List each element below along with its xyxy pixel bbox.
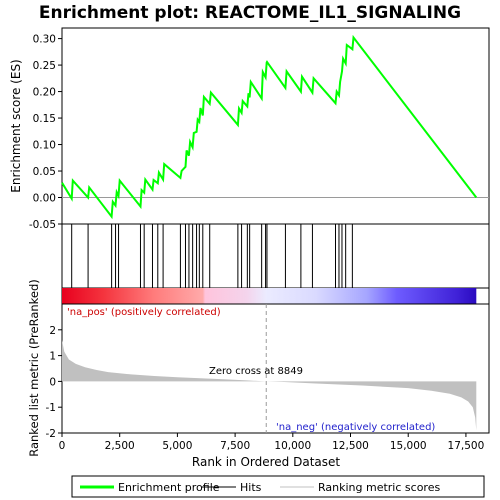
metric-y-tick-label: -2 (46, 428, 56, 440)
x-tick-label: 7,500 (220, 440, 250, 452)
metric-y-axis-label: Ranked list metric (PreRanked) (27, 279, 41, 457)
x-tick-label: 2,500 (105, 440, 135, 452)
x-axis-label: Rank in Ordered Dataset (192, 455, 340, 469)
chart-title: Enrichment plot: REACTOME_IL1_SIGNALING (39, 3, 461, 23)
es-y-tick-label: 0.05 (33, 166, 56, 178)
es-y-tick-label: 0.00 (33, 193, 56, 205)
positive-correlation-label: 'na_pos' (positively correlated) (67, 307, 221, 318)
es-y-tick-label: 0.25 (33, 60, 56, 72)
es-y-tick-label: 0.15 (33, 113, 56, 125)
es-y-tick-label: 0.20 (33, 87, 56, 99)
es-y-axis: -0.05 0.00 0.05 0.10 0.15 0.20 0.25 0.30 (29, 34, 62, 231)
metric-y-tick-label: 0 (49, 376, 56, 388)
x-axis: 0 2,500 5,000 7,500 10,000 12,500 15,000 17,500 (59, 433, 485, 452)
hits-panel (62, 224, 489, 288)
x-tick-label: 10,000 (274, 440, 311, 452)
x-tick-label: 17,500 (448, 440, 485, 452)
es-y-tick-label: 0.10 (33, 140, 56, 152)
x-tick-label: 15,000 (390, 440, 427, 452)
x-tick-label: 0 (59, 440, 66, 452)
metric-y-tick-label: -1 (46, 402, 56, 414)
ranked-metric-panel: -2 -1 0 1 2 Zero cross at 8849 'na_pos' (pos… (27, 279, 489, 457)
es-panel-frame (62, 28, 489, 224)
negative-correlation-label: 'na_neg' (negatively correlated) (276, 422, 435, 433)
legend: Enrichment profile Hits Ranking metric sco… (72, 476, 484, 497)
zero-cross-label: Zero cross at 8849 (209, 366, 303, 377)
legend-label: Ranking metric scores (318, 481, 440, 494)
color-bar-fill (62, 288, 476, 304)
metric-y-tick-label: 1 (49, 351, 56, 363)
x-tick-label: 5,000 (162, 440, 192, 452)
metric-y-tick-label: 2 (49, 325, 56, 337)
metric-y-axis: -2 -1 0 1 2 (46, 325, 62, 440)
hits-panel-frame (62, 224, 489, 288)
es-y-axis-label: Enrichment score (ES) (9, 59, 23, 192)
es-y-tick-label: 0.30 (33, 34, 56, 46)
es-panel: -0.05 0.00 0.05 0.10 0.15 0.20 0.25 0.30 Enrich… (9, 28, 489, 231)
color-bar (62, 288, 489, 304)
legend-label: Hits (240, 481, 262, 494)
x-tick-label: 12,500 (332, 440, 369, 452)
es-y-tick-label: -0.05 (29, 219, 56, 231)
